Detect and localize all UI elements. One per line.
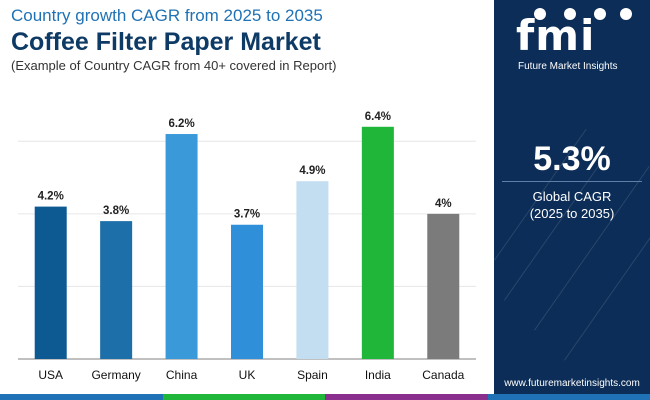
bottom-stripe [0,394,650,400]
stripe-segment [0,394,163,400]
stripe-segment [325,394,488,400]
chart-panel: Country growth CAGR from 2025 to 2035 Co… [0,0,494,394]
logo-subtext: Future Market Insights [518,61,618,72]
logo-text: fmi [516,11,596,60]
bar-spain [296,181,329,359]
chart-header: Country growth CAGR from 2025 to 2035 Co… [0,0,494,78]
website-link[interactable]: www.futuremarketinsights.com [504,378,640,389]
bar-usa [34,206,67,359]
chart-subtitle: Country growth CAGR from 2025 to 2035 [11,6,323,25]
x-tick-label: Germany [91,368,140,382]
data-label: 3.7% [234,209,260,221]
data-label: 6.4% [365,111,391,123]
global-cagr-value: 5.3% [533,140,611,178]
chart-title: Coffee Filter Paper Market [11,28,321,56]
bar-canada [427,213,460,359]
divider [502,181,642,182]
x-tick-label: USA [38,368,63,382]
bar-germany [100,221,133,359]
stripe-segment [162,394,325,400]
global-cagr-period: (2025 to 2035) [529,206,615,221]
data-label: 4.9% [299,165,325,177]
data-label: 6.2% [168,118,194,130]
x-tick-label: China [166,368,198,382]
global-cagr-label: Global CAGR [532,189,612,204]
x-tick-label: Canada [422,368,464,382]
data-label: 4.2% [38,191,64,203]
stripe-segment [487,394,650,400]
bar-india [361,126,394,359]
x-tick-label: UK [239,368,256,382]
bar-chart: 4.2% USA 3.8% Germany 6.2% China 3.7% UK 4.9% Spa… [18,111,476,382]
summary-panel: fmi Future Market Insights 5.3% Global C… [494,0,650,400]
fmi-logo: fmi Future Market Insights [516,6,636,76]
plot-area: 4.2% USA 3.8% Germany 6.2% China 3.7% UK 4.9% Spa… [0,78,494,394]
data-label: 4% [435,198,452,210]
bar-china [165,134,198,359]
data-label: 3.8% [103,205,129,217]
bar-uk [231,224,263,359]
x-tick-label: Spain [297,368,328,382]
x-tick-label: India [365,368,391,382]
chart-note: (Example of Country CAGR from 40+ covere… [11,58,337,73]
